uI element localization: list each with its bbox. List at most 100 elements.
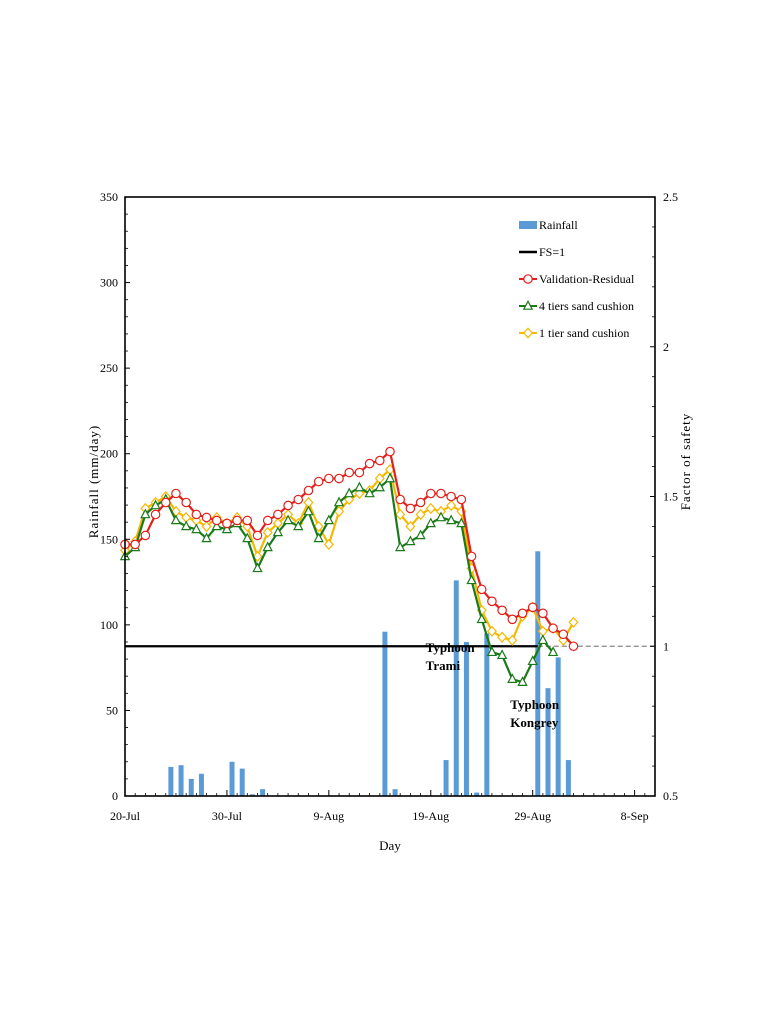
right-axis-tick-label: 1	[663, 639, 669, 653]
rainfall-bar	[239, 768, 245, 796]
series-point	[222, 518, 232, 529]
series-point	[150, 509, 161, 520]
rainfall-bar	[535, 551, 541, 796]
series-point	[568, 616, 579, 628]
left-axis-tick-label: 100	[100, 618, 118, 632]
series-point	[487, 596, 497, 607]
series-point	[344, 487, 355, 498]
annotation-line: Trami	[426, 658, 461, 673]
annotation-line: Kongrey	[510, 715, 559, 730]
series-point	[395, 494, 405, 505]
legend-item: Rainfall	[519, 218, 578, 232]
series-circle	[120, 446, 579, 652]
series-point	[445, 514, 457, 525]
series-point	[273, 509, 283, 520]
annotation-line: Typhoon	[510, 697, 560, 712]
left-axis-tick-label: 0	[112, 789, 118, 803]
rainfall-bar	[260, 789, 266, 796]
legend-marker	[523, 274, 533, 284]
series-point	[486, 646, 498, 657]
series-point	[364, 458, 375, 469]
series-point	[476, 613, 487, 624]
series-point	[527, 655, 538, 666]
series-point	[496, 649, 508, 660]
series-point	[170, 514, 182, 525]
rainfall-bar	[168, 766, 174, 796]
series-point	[283, 500, 293, 511]
series-point	[415, 529, 426, 540]
typhoon-annotation: Typhoon Trami	[426, 640, 476, 673]
series-point	[344, 467, 355, 478]
series-point	[303, 505, 314, 516]
series-point	[160, 497, 171, 508]
series-point	[405, 535, 416, 546]
series-point	[232, 515, 242, 526]
x-axis-tick-label: 20-Jul	[110, 809, 141, 823]
series-point	[262, 541, 273, 552]
legend-item: Validation-Residual	[519, 272, 635, 286]
series-point	[171, 488, 181, 499]
series-point	[201, 532, 212, 543]
series-point	[497, 631, 508, 643]
rainfall-bar	[565, 760, 571, 796]
rainfall-bar	[178, 765, 184, 796]
legend-item: FS=1	[519, 245, 565, 259]
series-point	[537, 634, 549, 645]
rainfall-bar	[198, 773, 204, 796]
rainfall-bars	[168, 551, 571, 796]
series-point	[191, 523, 202, 534]
series-point	[436, 488, 446, 499]
left-axis-tick-label: 250	[100, 361, 118, 375]
series-diamond	[119, 463, 579, 646]
series-point	[374, 481, 386, 492]
series-point	[130, 539, 140, 550]
series-point	[324, 473, 334, 484]
series-point	[252, 550, 263, 563]
rainfall-bar	[555, 657, 561, 796]
series-point	[446, 491, 456, 502]
rainfall-bar	[392, 789, 398, 796]
right-axis: 0.5 1 1.5 2 2.5	[650, 190, 678, 803]
left-axis-tick-label: 50	[106, 703, 118, 717]
typhoon-annotation: Typhoon Kongrey	[510, 697, 560, 730]
series-point	[446, 499, 457, 512]
right-axis-tick-label: 2.5	[663, 190, 678, 204]
series-point	[435, 511, 447, 522]
series-point	[456, 494, 467, 505]
legend: Rainfall FS=1 Validation-Residual 4 tiers s…	[519, 218, 635, 340]
series-point	[425, 517, 436, 528]
left-axis-title: Rainfall (mm/day)	[86, 425, 101, 538]
legend-marker	[522, 300, 534, 310]
series-point	[293, 494, 304, 505]
series-point	[313, 520, 324, 533]
series-point	[466, 551, 477, 562]
x-axis-tick-label: 29-Aug	[514, 809, 551, 823]
series-point	[456, 517, 467, 528]
x-axis-tick-label: 30-Jul	[212, 809, 243, 823]
rainfall-bar	[188, 778, 194, 796]
series-point	[507, 673, 518, 683]
legend-label: Rainfall	[539, 218, 578, 232]
series-point	[415, 508, 426, 521]
series-point	[211, 520, 222, 531]
series-point	[191, 509, 202, 520]
series-point	[364, 487, 375, 498]
x-axis-tick-label: 9-Aug	[314, 809, 345, 823]
left-axis: 0 50 100 150 200 250 300 350	[100, 190, 130, 803]
series-point	[323, 538, 334, 551]
legend-item: 1 tier sand cushion	[519, 326, 629, 340]
series-point	[486, 625, 497, 637]
right-axis-title: Factor of safety	[678, 413, 693, 511]
series-point	[334, 505, 345, 518]
rainfall-bar	[484, 633, 490, 796]
series-point	[476, 584, 487, 595]
series-point	[517, 608, 528, 619]
legend-label: FS=1	[539, 245, 565, 259]
series-point	[568, 641, 579, 652]
series-point	[517, 676, 528, 686]
rainfall-bar	[382, 631, 388, 796]
series-point	[262, 515, 273, 526]
series-point	[507, 634, 518, 646]
series-point	[140, 530, 151, 541]
series-point	[262, 526, 273, 539]
